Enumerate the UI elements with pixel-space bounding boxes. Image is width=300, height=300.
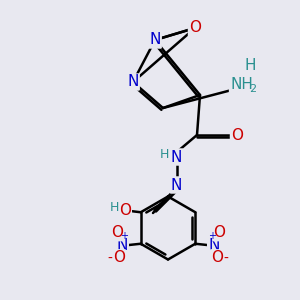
Text: O: O (231, 128, 243, 142)
Text: NH: NH (230, 77, 253, 92)
Text: H: H (244, 58, 256, 73)
Text: +: + (208, 231, 216, 241)
Text: +: + (120, 231, 128, 241)
Text: -: - (108, 251, 112, 266)
Text: O: O (111, 225, 123, 240)
Text: N: N (171, 149, 182, 164)
Text: N: N (116, 238, 128, 253)
Text: O: O (213, 225, 225, 240)
Text: O: O (113, 250, 125, 265)
Text: N: N (208, 238, 220, 253)
Text: 2: 2 (249, 85, 256, 94)
Text: N: N (171, 178, 182, 193)
Text: N: N (127, 74, 139, 89)
Text: O: O (189, 20, 201, 35)
Text: H: H (110, 201, 119, 214)
Text: O: O (119, 203, 131, 218)
Text: N: N (149, 32, 161, 47)
Text: O: O (211, 250, 223, 265)
Text: H: H (115, 203, 125, 217)
Text: -: - (224, 251, 228, 266)
Text: H: H (160, 148, 169, 160)
